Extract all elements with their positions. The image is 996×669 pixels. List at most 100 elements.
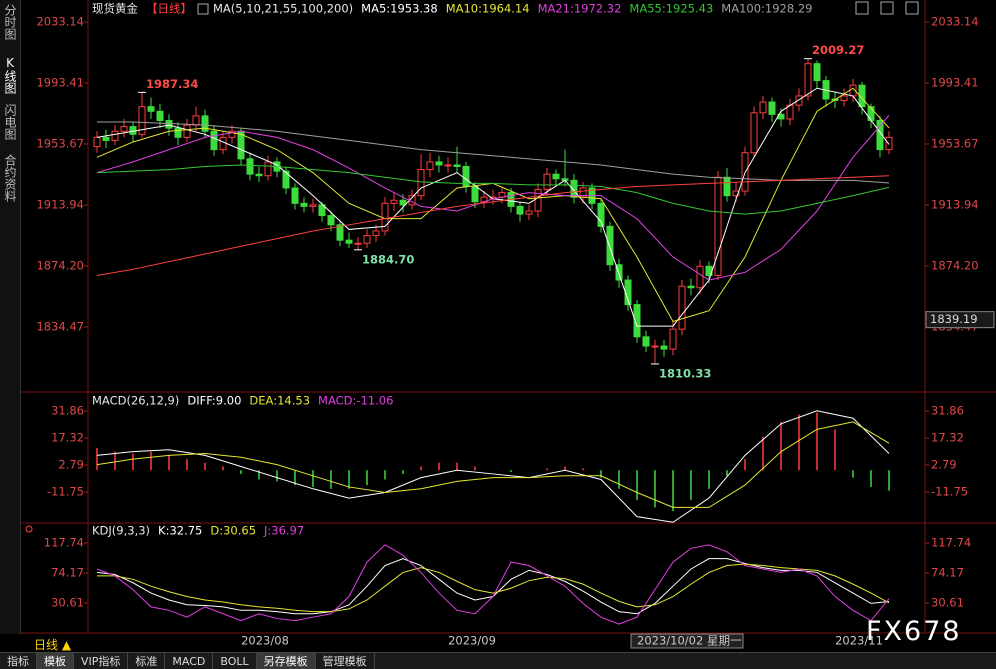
candle-body — [642, 336, 650, 347]
window-button[interactable] — [880, 1, 894, 15]
toolbar-tab[interactable]: MACD — [165, 653, 214, 669]
indicator-line — [96, 544, 890, 625]
candle-body — [651, 345, 659, 348]
extreme-label: 1810.33 — [659, 366, 711, 380]
candle-body — [552, 173, 560, 180]
y-tick-label: 117.74 — [44, 535, 84, 549]
candle-body — [345, 239, 353, 244]
y-tick-label: 1834.47 — [36, 319, 84, 333]
y-tick-label: 1874.20 — [36, 258, 84, 272]
candle-body — [660, 345, 668, 350]
legend-entry: J:36.97 — [263, 524, 304, 538]
legend-entry: MA10:1964.14 — [446, 2, 530, 16]
candle-body — [633, 304, 641, 338]
indicator-line — [96, 410, 890, 523]
candle-body — [363, 235, 371, 244]
toolbar-tab[interactable]: VIP指标 — [74, 653, 129, 669]
toolbar-tab[interactable]: 管理模板 — [316, 653, 375, 669]
candle-body — [696, 265, 704, 289]
toolbar-tab[interactable]: BOLL — [213, 653, 257, 669]
candle-body — [732, 190, 740, 197]
legend-entry: D:30.65 — [210, 524, 256, 538]
indicator-line — [96, 164, 890, 215]
indicator-line — [97, 563, 890, 613]
candle-body — [804, 63, 812, 97]
indicator-line — [96, 115, 890, 281]
candle-body — [354, 242, 362, 245]
candle-body — [570, 179, 578, 198]
y-tick-label: 1913.94 — [931, 197, 979, 211]
candle-body — [291, 187, 299, 204]
side-tab[interactable]: 合约资料 — [3, 154, 17, 202]
period-label: 【日线】 — [146, 2, 192, 16]
ma-icon[interactable] — [197, 3, 209, 15]
window-button[interactable] — [905, 1, 919, 15]
legend-title: KDJ(9,3,3) — [92, 524, 150, 538]
candle-body — [246, 158, 254, 175]
y-tick-label: -11.75 — [931, 485, 968, 499]
candle-body — [516, 205, 524, 215]
background — [20, 0, 996, 669]
candle-body — [390, 199, 398, 204]
toolbar-tab[interactable]: 模板 — [37, 653, 74, 669]
legend-entry: MA21:1972.32 — [538, 2, 622, 16]
y-tick-label: 31.86 — [51, 404, 84, 418]
candle-body — [444, 164, 452, 167]
toolbar-tab[interactable]: 另存模板 — [256, 653, 316, 669]
y-tick-label: 2033.14 — [36, 15, 84, 29]
extreme-label: 1987.34 — [146, 77, 198, 91]
candle-body — [165, 119, 173, 129]
indicator-line — [96, 175, 890, 276]
kdj-icon[interactable] — [25, 525, 33, 533]
candle-body — [768, 101, 776, 115]
candle-body — [813, 63, 821, 82]
crosshair-date-box — [630, 633, 744, 649]
y-tick-label: -11.75 — [47, 485, 84, 499]
candle-body — [885, 136, 893, 151]
candle-body — [138, 106, 146, 135]
candle-body — [111, 130, 119, 141]
candle-body — [471, 185, 479, 203]
candle-body — [525, 210, 533, 215]
period-selector[interactable]: 日线 ▲ — [34, 638, 72, 652]
candle-body — [219, 136, 227, 151]
sidebar: 分时图 K线图 闪电图 合约资料 — [0, 0, 21, 634]
window-button[interactable] — [855, 1, 869, 15]
candle-body — [795, 95, 803, 106]
candle-body — [426, 161, 434, 171]
side-tab[interactable]: 闪电图 — [3, 104, 17, 140]
x-tick-label: 2023/09 — [448, 634, 496, 648]
candle-body — [534, 189, 542, 212]
side-tab[interactable]: 分时图 — [3, 4, 17, 40]
y-tick-label: 17.32 — [51, 431, 84, 445]
y-tick-label: 74.17 — [51, 565, 84, 579]
crosshair-price-box — [925, 311, 995, 329]
candle-body — [309, 204, 317, 207]
candle-body — [255, 173, 263, 177]
candle-body — [336, 224, 344, 241]
y-tick-label: 74.17 — [931, 565, 964, 579]
legend-entry: MA100:1928.29 — [721, 2, 812, 16]
toolbar-tab[interactable]: 标准 — [128, 653, 166, 669]
y-tick-label: 17.32 — [931, 431, 964, 445]
candle-body — [453, 164, 461, 168]
instrument-title: 现货黄金 — [92, 2, 138, 16]
candle-body — [687, 285, 695, 289]
candle-body — [93, 136, 101, 148]
candle-body — [372, 230, 380, 237]
watermark: FX678 — [866, 616, 962, 647]
crosshair-price: 1839.19 — [930, 312, 978, 326]
x-tick-label: 2023/10/02 星期一 — [637, 634, 742, 648]
candle-body — [192, 115, 200, 126]
side-tab[interactable]: K线图 — [3, 56, 17, 94]
candle-body — [318, 204, 326, 217]
candle-body — [840, 95, 848, 102]
y-tick-label: 30.61 — [51, 595, 84, 609]
legend-entry: K:32.75 — [158, 524, 202, 538]
y-tick-label: 1993.41 — [36, 76, 84, 90]
toolbar-tab[interactable]: 指标 — [0, 653, 37, 669]
extreme-label: 1884.70 — [362, 252, 414, 266]
candle-body — [750, 112, 758, 154]
candle-body — [759, 101, 767, 114]
